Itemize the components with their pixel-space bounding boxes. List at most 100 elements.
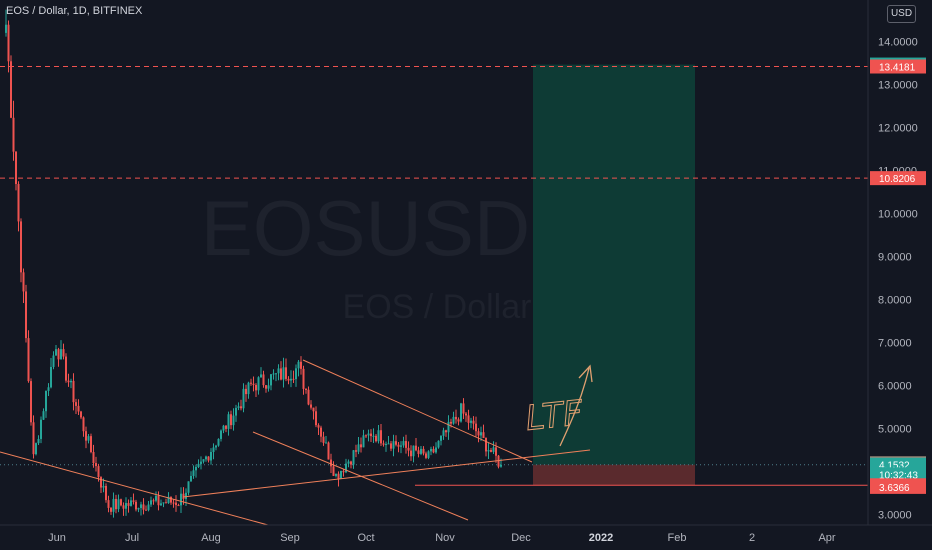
candle-body (230, 414, 232, 426)
candle (255, 383, 257, 397)
candle-body (332, 466, 335, 476)
candle-body (487, 450, 490, 452)
handwritten-annotation[interactable]: LTF (523, 364, 593, 447)
currency-button[interactable]: USD (887, 5, 916, 23)
candle-body (155, 495, 157, 501)
candle (287, 376, 290, 385)
candle (362, 429, 365, 448)
target-zone[interactable] (533, 64, 695, 465)
candle-body (7, 24, 10, 62)
candle (432, 446, 435, 454)
candle (420, 445, 422, 456)
candle (225, 424, 227, 433)
price-label-background (870, 171, 926, 186)
candle-body (285, 367, 287, 379)
time-tick-label: Dec (511, 532, 531, 544)
candle-body (352, 450, 355, 465)
candle (40, 416, 42, 444)
candle-body (265, 385, 267, 389)
candle-body (292, 378, 295, 380)
price-tick-label: 13.0000 (878, 79, 918, 91)
candle-body (5, 24, 7, 33)
candle (75, 398, 77, 414)
candle-body (295, 368, 297, 380)
candle-body (55, 349, 57, 356)
price-label-text: 10.8206 (879, 174, 916, 185)
candle-body (187, 481, 190, 493)
candle-body (72, 380, 75, 403)
candle-body (282, 367, 285, 380)
candle-body (365, 435, 367, 437)
candle-body (312, 407, 315, 412)
trend-drawings[interactable] (0, 359, 591, 526)
candle (62, 343, 65, 360)
candle-body (165, 502, 167, 504)
candle (340, 470, 342, 479)
candle-body (90, 436, 92, 453)
candle-body (25, 291, 27, 339)
candle-body (425, 453, 427, 458)
candle (470, 417, 472, 429)
candle (272, 369, 275, 380)
candle (410, 445, 412, 461)
candle (342, 469, 345, 477)
candle (147, 500, 150, 512)
candle-body (452, 416, 455, 424)
trendline-upper-channel[interactable] (302, 359, 533, 463)
candle-body (35, 443, 37, 455)
candle (252, 376, 255, 392)
stop-zone[interactable] (533, 464, 695, 486)
candle-body (82, 417, 85, 432)
candle-body (462, 403, 465, 414)
time-tick-label: Nov (435, 532, 455, 544)
candle (360, 437, 362, 453)
candle-body (440, 435, 442, 441)
candle (430, 446, 432, 456)
candle (215, 444, 217, 451)
candle (162, 502, 165, 508)
position-zones[interactable] (533, 64, 695, 486)
candle (405, 434, 407, 454)
candle-body (30, 381, 32, 423)
candle-body (267, 385, 270, 389)
candle-body (67, 380, 70, 383)
candle-body (235, 407, 237, 416)
price-tick-label: 10.0000 (878, 208, 918, 220)
candle-body (135, 501, 137, 510)
candle (67, 373, 70, 387)
time-axis[interactable]: Jun Jul Aug Sep Oct Nov Dec 2022 Feb 2 Apr (48, 532, 836, 544)
candle (47, 383, 50, 397)
annotation-text: LTF (524, 393, 585, 439)
price-label-text: 4.1532 (879, 461, 910, 472)
trendline-support[interactable] (182, 449, 591, 498)
candle-body (210, 451, 212, 461)
candle-body (422, 448, 425, 454)
candle (367, 429, 370, 442)
candle-body (305, 388, 307, 390)
candle-body (455, 416, 457, 420)
candle-body (107, 500, 110, 508)
candle (467, 409, 470, 430)
candle (72, 373, 75, 411)
candle (247, 381, 250, 399)
candle (5, 9, 7, 37)
candle-body (297, 361, 300, 369)
level-lines[interactable] (0, 65, 868, 486)
candle (60, 340, 62, 360)
candle (262, 370, 265, 388)
candle-body (272, 373, 275, 375)
candle-body (245, 388, 247, 395)
candle-body (150, 500, 152, 505)
candle-body (262, 374, 265, 386)
candle-body (477, 431, 480, 436)
candle (175, 495, 177, 512)
candle (275, 373, 277, 382)
candle (365, 434, 367, 438)
candle (205, 455, 207, 462)
candle (317, 423, 320, 435)
trendline-lower-long[interactable] (0, 451, 269, 526)
candle (107, 495, 110, 513)
candle (307, 386, 310, 406)
candle-body (115, 498, 117, 510)
